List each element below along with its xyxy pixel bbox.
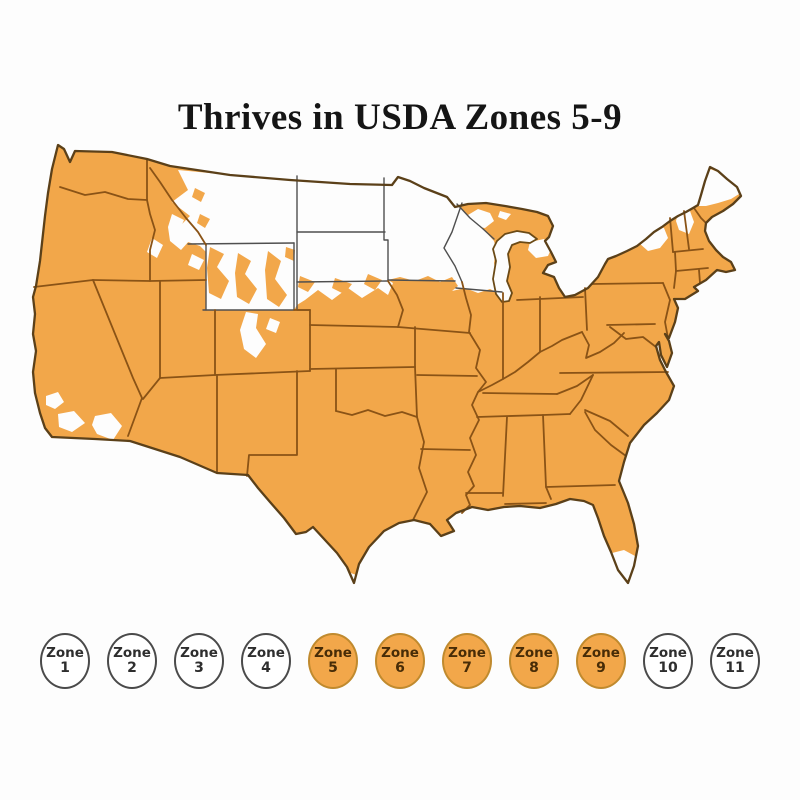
zone-badge-label: Zone — [448, 645, 486, 661]
zone-badge-3: Zone 3 — [174, 633, 224, 689]
zone-badge-label: Zone — [180, 645, 218, 661]
zone-badge-label: Zone — [582, 645, 620, 661]
zone-badge-number: 3 — [194, 660, 204, 676]
zone-badge-number: 10 — [658, 660, 678, 676]
zone-badge-label: Zone — [381, 645, 419, 661]
zone-badge-number: 9 — [596, 660, 606, 676]
zone-badge-11: Zone 11 — [710, 633, 760, 689]
zone-badge-number: 2 — [127, 660, 137, 676]
zone-legend: Zone 1 Zone 2 Zone 3 Zone 4 Zone 5 Zone … — [0, 632, 800, 690]
zone-badge-7: Zone 7 — [442, 633, 492, 689]
zone-badge-8: Zone 8 — [509, 633, 559, 689]
zone-badge-label: Zone — [46, 645, 84, 661]
zone-badge-10: Zone 10 — [643, 633, 693, 689]
zone-badge-number: 11 — [725, 660, 745, 676]
zone-badge-1: Zone 1 — [40, 633, 90, 689]
zone-badge-number: 7 — [462, 660, 472, 676]
zone-badge-label: Zone — [649, 645, 687, 661]
zone-badge-6: Zone 6 — [375, 633, 425, 689]
zone-badge-label: Zone — [247, 645, 285, 661]
zone-badge-number: 4 — [261, 660, 271, 676]
state-borders — [33, 158, 709, 521]
lake-michigan — [492, 230, 538, 303]
zone-badge-number: 5 — [328, 660, 338, 676]
zone-badge-label: Zone — [515, 645, 553, 661]
zone-badge-4: Zone 4 — [241, 633, 291, 689]
zone-badge-label: Zone — [716, 645, 754, 661]
us-outline — [31, 143, 743, 585]
zone-badge-number: 1 — [60, 660, 70, 676]
page-title: Thrives in USDA Zones 5-9 — [177, 97, 623, 138]
zone-badge-2: Zone 2 — [107, 633, 157, 689]
zone-badge-5: Zone 5 — [308, 633, 358, 689]
unshaded-zone-regions — [46, 169, 739, 587]
adirondacks-white-region — [639, 224, 668, 251]
zone-badge-label: Zone — [113, 645, 151, 661]
zone-badge-9: Zone 9 — [576, 633, 626, 689]
zone-badge-number: 6 — [395, 660, 405, 676]
northern-maine-white-region — [697, 169, 739, 206]
zone-badge-number: 8 — [529, 660, 539, 676]
south-florida-white-region — [612, 550, 635, 581]
zone-badge-label: Zone — [314, 645, 352, 661]
northern-plains-white-region — [172, 170, 500, 310]
